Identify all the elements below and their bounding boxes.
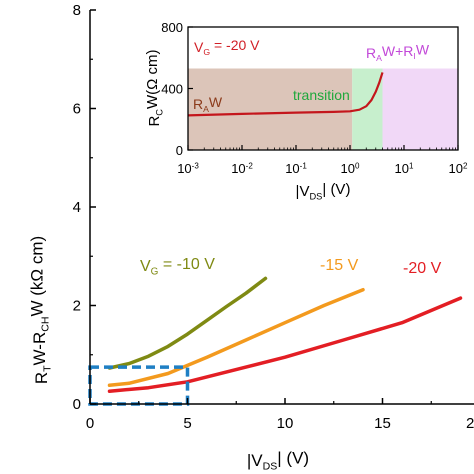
inset-x-axis-title: |VDS| (V) [296, 181, 351, 201]
x-tick-label: 15 [374, 415, 391, 432]
inset-x-tick-label: 101 [395, 161, 414, 176]
y-tick-label: 6 [73, 101, 81, 118]
series-line-0 [107, 276, 268, 370]
inset-region-label-2: RAW+RIW [366, 41, 430, 63]
inset-annotation: VG = -20 V [194, 37, 260, 57]
series-line-2 [107, 296, 463, 393]
y-tick-label: 0 [73, 396, 81, 413]
series-label-2: -20 V [403, 260, 442, 277]
series-label-1: -15 V [320, 257, 359, 274]
series-label-0: VG = -10 V [140, 256, 215, 278]
inset-region-2 [382, 68, 458, 150]
inset-x-tick-label: 102 [449, 161, 468, 176]
inset-region-label-0: RAW [193, 94, 223, 114]
y-tick-label: 2 [73, 298, 81, 315]
x-tick-label: 2 [466, 415, 474, 432]
main-plot: 0 2 4 6 8 0 5 10 15 2 |VDS| (V) RTW-RCHW (kΩ cm) VG … [27, 2, 474, 473]
inset-y-tick-label: 400 [161, 82, 183, 97]
inset-x-tick-label: 10-2 [231, 161, 253, 176]
inset-x-tick-label: 10-3 [177, 161, 199, 176]
inset-series-line [187, 72, 384, 117]
inset-region-label-1: transition [293, 87, 350, 103]
y-tick-label: 8 [73, 2, 81, 19]
series-line-1 [107, 287, 365, 388]
x-tick-label: 0 [86, 415, 94, 432]
y-tick-label: 4 [73, 199, 81, 216]
inset-y-axis-title: RCW(Ω cm) [144, 49, 164, 126]
inset-x-tick-label: 100 [341, 161, 360, 176]
inset-x-tick-label: 10-1 [285, 161, 307, 176]
x-tick-label: 10 [277, 415, 294, 432]
inset-region-0 [188, 68, 353, 150]
x-axis-title: |VDS| (V) [247, 449, 309, 473]
y-axis-title: RTW-RCHW (kΩ cm) [27, 236, 53, 384]
x-tick-label: 5 [183, 415, 191, 432]
inset-plot: 0 400 800 10-3 10-2 10-1 100 101 102 |VDS| (V) RCW… [144, 20, 468, 201]
inset-y-tick-label: 0 [176, 143, 183, 158]
inset-y-tick-label: 800 [161, 20, 183, 35]
